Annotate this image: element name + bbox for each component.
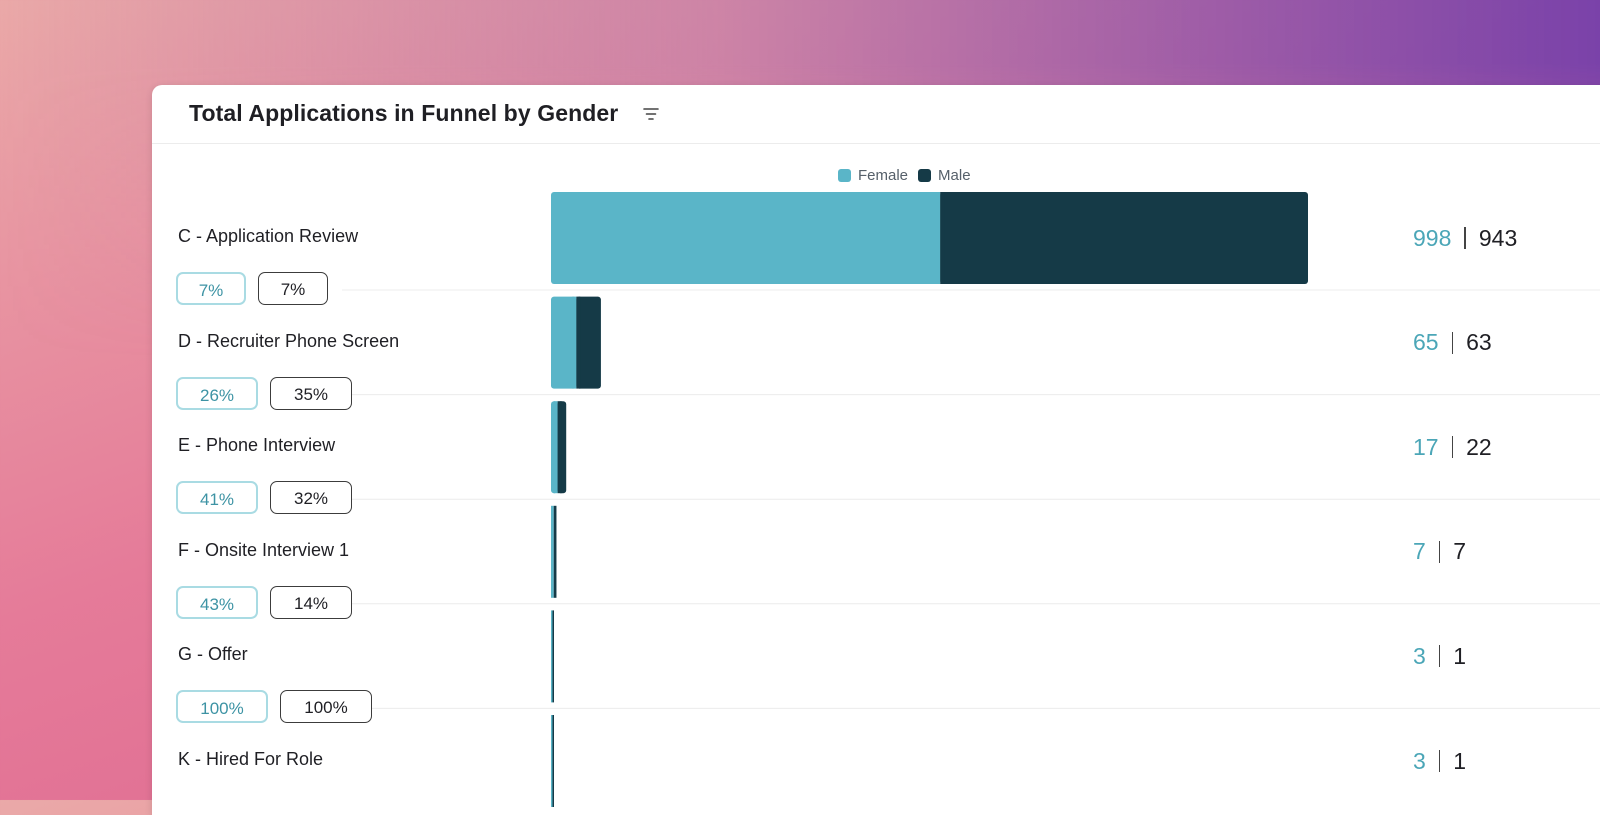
- counts-e-phone-interview: 17 22: [1413, 432, 1492, 462]
- filter-lines-icon[interactable]: [643, 107, 659, 121]
- count-female-k-hired-for-role: 3: [1413, 747, 1426, 774]
- count-male-f-onsite-interview-1: 7: [1453, 538, 1467, 565]
- count-female-c-application-review: 998: [1413, 224, 1452, 251]
- conversion-male-c-application-review: 7%: [258, 272, 328, 305]
- conversion-female-f-onsite-interview-1: 43%: [176, 585, 258, 619]
- count-male-g-offer: 1: [1453, 642, 1467, 669]
- bar-female-f-onsite-interview-1[interactable]: [551, 505, 554, 598]
- conversion-female-d-recruiter-phone-screen: 26%: [176, 376, 258, 410]
- bar-male-k-hired-for-role[interactable]: [552, 715, 555, 807]
- counts-d-recruiter-phone-screen: 65 63: [1413, 328, 1492, 358]
- chart-legend: Female Male: [838, 165, 971, 185]
- legend-label-female: Female: [858, 166, 909, 184]
- stage-label-g-offer: G - Offer: [178, 644, 248, 665]
- count-male-k-hired-for-role: 1: [1453, 747, 1467, 774]
- conversion-male-f-onsite-interview-1: 14%: [270, 585, 352, 619]
- stage-label-c-application-review: C - Application Review: [178, 226, 359, 246]
- conversion-male-g-offer: 100%: [280, 690, 372, 724]
- chart-title: Total Applications in Funnel by Gender: [189, 100, 619, 126]
- count-female-g-offer: 3: [1413, 642, 1426, 669]
- stage-label-f-onsite-interview-1: F - Onsite Interview 1: [178, 539, 350, 560]
- stage-label-e-phone-interview: E - Phone Interview: [178, 435, 336, 456]
- count-female-e-phone-interview: 17: [1413, 433, 1439, 460]
- funnel-bars: [342, 192, 1600, 807]
- legend-label-male: Male: [938, 166, 971, 184]
- bar-male-d-recruiter-phone-screen[interactable]: [576, 296, 601, 389]
- bar-seam-male-e-phone-interview: [557, 401, 562, 494]
- count-separator: [1464, 227, 1466, 249]
- legend-item-female[interactable]: Female: [838, 167, 908, 184]
- bar-seam-male-d-recruiter-phone-screen: [576, 296, 581, 389]
- count-female-f-onsite-interview-1: 7: [1413, 538, 1426, 565]
- count-male-d-recruiter-phone-screen: 63: [1466, 329, 1492, 356]
- count-separator: [1438, 750, 1441, 772]
- bar-seam-male-c-application-review: [940, 192, 945, 284]
- bar-male-f-onsite-interview-1[interactable]: [553, 505, 557, 598]
- conversion-female-g-offer: 100%: [176, 690, 268, 724]
- conversion-male-e-phone-interview: 32%: [270, 481, 352, 515]
- conversion-male-d-recruiter-phone-screen: 35%: [270, 376, 352, 410]
- count-female-d-recruiter-phone-screen: 65: [1413, 329, 1439, 356]
- bar-seam-e-phone-interview: [553, 401, 558, 494]
- chart-card: Total Applications in Funnel by Gender F…: [152, 85, 1600, 815]
- bar-male-c-application-review[interactable]: [940, 192, 1308, 284]
- legend-swatch-female: [838, 168, 851, 182]
- bar-female-k-hired-for-role[interactable]: [551, 715, 553, 807]
- bar-seam-c-application-review: [936, 192, 941, 284]
- count-separator: [1451, 436, 1454, 459]
- stage-label-k-hired-for-role: K - Hired For Role: [178, 749, 324, 769]
- bar-female-d-recruiter-phone-screen[interactable]: [551, 296, 577, 389]
- bar-female-g-offer[interactable]: [551, 610, 553, 703]
- count-separator: [1438, 645, 1441, 668]
- count-separator: [1451, 331, 1454, 354]
- bar-male-g-offer[interactable]: [552, 610, 555, 703]
- legend-swatch-male: [918, 168, 932, 182]
- conversion-female-c-application-review: 7%: [176, 272, 246, 305]
- count-male-e-phone-interview: 22: [1466, 433, 1492, 460]
- count-male-c-application-review: 943: [1478, 224, 1518, 251]
- stage-label-d-recruiter-phone-screen: D - Recruiter Phone Screen: [178, 330, 400, 351]
- conversion-female-e-phone-interview: 41%: [176, 481, 258, 515]
- legend-item-male[interactable]: Male: [918, 167, 971, 184]
- card-header: Total Applications in Funnel by Gender: [152, 85, 1600, 144]
- count-separator: [1438, 540, 1441, 563]
- bar-seam-d-recruiter-phone-screen: [572, 296, 577, 389]
- bar-female-c-application-review[interactable]: [551, 192, 941, 284]
- counts-c-application-review: 998 943: [1413, 223, 1517, 253]
